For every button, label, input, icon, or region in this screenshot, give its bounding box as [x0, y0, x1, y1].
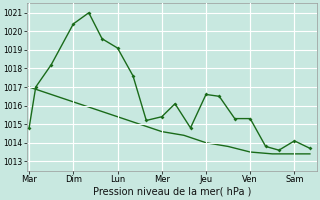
X-axis label: Pression niveau de la mer( hPa ): Pression niveau de la mer( hPa ): [92, 187, 251, 197]
